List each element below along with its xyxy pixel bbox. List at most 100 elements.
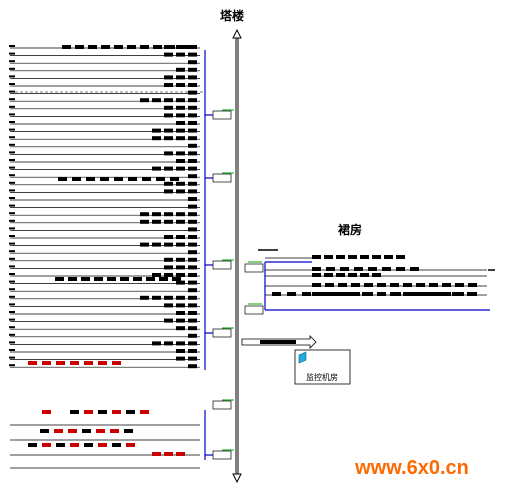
device bbox=[188, 250, 197, 255]
device bbox=[176, 151, 185, 156]
device bbox=[140, 242, 149, 247]
device bbox=[188, 181, 197, 186]
device bbox=[176, 242, 185, 247]
device bbox=[152, 128, 161, 133]
device bbox=[176, 318, 185, 323]
device bbox=[176, 349, 185, 353]
floor-tag bbox=[9, 52, 15, 55]
device bbox=[112, 361, 121, 365]
device bbox=[114, 177, 123, 181]
device bbox=[188, 151, 197, 156]
floor-tag bbox=[9, 265, 15, 268]
device bbox=[62, 45, 71, 49]
device bbox=[164, 52, 173, 57]
floor-tag bbox=[9, 189, 15, 192]
device bbox=[152, 219, 161, 224]
arrow-head bbox=[232, 28, 242, 39]
device bbox=[100, 177, 109, 181]
floor-tag bbox=[9, 364, 15, 367]
switch-box bbox=[212, 400, 232, 410]
device bbox=[96, 429, 105, 433]
device bbox=[176, 166, 185, 171]
device bbox=[188, 174, 197, 179]
device bbox=[188, 166, 197, 171]
device bbox=[326, 267, 335, 271]
device bbox=[152, 166, 161, 171]
switch-box bbox=[212, 260, 232, 270]
device bbox=[140, 410, 149, 414]
device bbox=[325, 283, 334, 287]
device bbox=[153, 45, 162, 49]
device bbox=[416, 283, 425, 287]
device bbox=[152, 98, 161, 103]
device bbox=[164, 318, 173, 323]
device bbox=[312, 267, 321, 271]
tower-label: 塔楼 bbox=[220, 8, 244, 23]
server-icon bbox=[298, 351, 307, 364]
device bbox=[384, 255, 393, 259]
device bbox=[338, 283, 347, 287]
device bbox=[364, 283, 373, 287]
device bbox=[176, 98, 185, 103]
device bbox=[372, 273, 381, 277]
device bbox=[176, 128, 185, 133]
device bbox=[164, 136, 173, 141]
device bbox=[152, 136, 161, 141]
device bbox=[40, 429, 49, 433]
device bbox=[176, 273, 185, 277]
device bbox=[176, 303, 185, 308]
floor-tag bbox=[9, 288, 15, 291]
arrow-head bbox=[232, 473, 242, 484]
device bbox=[336, 255, 345, 259]
device bbox=[164, 242, 173, 247]
device bbox=[188, 204, 197, 209]
device bbox=[188, 98, 197, 103]
device bbox=[56, 443, 65, 447]
device bbox=[164, 273, 173, 277]
device bbox=[176, 159, 185, 163]
device bbox=[188, 136, 197, 141]
device bbox=[164, 189, 173, 194]
device bbox=[176, 257, 185, 262]
device bbox=[410, 267, 419, 271]
device bbox=[176, 121, 185, 125]
device bbox=[188, 333, 197, 338]
device bbox=[56, 361, 65, 365]
device bbox=[176, 356, 185, 361]
device bbox=[390, 283, 399, 287]
device bbox=[98, 361, 107, 365]
device bbox=[360, 255, 369, 259]
device bbox=[188, 197, 197, 201]
device bbox=[152, 341, 161, 346]
device bbox=[312, 255, 321, 259]
device bbox=[164, 303, 173, 308]
floor-tag bbox=[9, 121, 15, 123]
floor-tag bbox=[9, 75, 15, 78]
device bbox=[188, 60, 197, 65]
floor-tag bbox=[9, 326, 15, 329]
floor-tag bbox=[9, 219, 15, 222]
floor-tag bbox=[9, 333, 15, 336]
device bbox=[468, 283, 477, 287]
device bbox=[188, 189, 197, 194]
device bbox=[124, 429, 133, 433]
device bbox=[437, 292, 446, 296]
device bbox=[188, 105, 197, 110]
device bbox=[312, 283, 321, 287]
device bbox=[312, 292, 321, 296]
floor-tag bbox=[9, 356, 15, 359]
device bbox=[164, 295, 173, 300]
device bbox=[159, 277, 168, 281]
device bbox=[188, 128, 197, 133]
floor-tag bbox=[9, 159, 15, 161]
device bbox=[188, 303, 197, 308]
device bbox=[176, 280, 185, 285]
floor-tag bbox=[9, 227, 15, 230]
device bbox=[176, 105, 185, 110]
switch-box bbox=[212, 450, 232, 460]
device bbox=[176, 113, 185, 118]
device bbox=[68, 429, 77, 433]
device bbox=[55, 277, 64, 281]
device bbox=[70, 443, 79, 447]
device bbox=[396, 255, 405, 259]
